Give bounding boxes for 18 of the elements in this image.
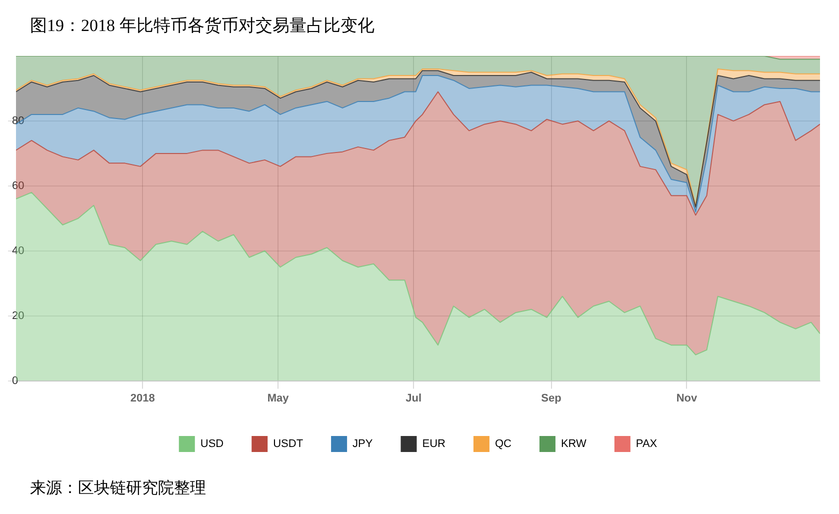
legend-label: PAX — [636, 438, 658, 450]
legend-label: JPY — [352, 438, 374, 450]
chart-title: 图19：2018 年比特币各货币对交易量占比变化 — [30, 15, 374, 37]
y-tick-label: 40 — [12, 244, 24, 257]
legend-label: EUR — [422, 438, 446, 450]
legend-label: QC — [494, 438, 512, 450]
x-tick-label: Sep — [541, 392, 562, 404]
legend-label: USD — [200, 438, 224, 450]
source-note: 来源：区块链研究院整理 — [30, 478, 206, 499]
x-tick-label: 2018 — [130, 392, 155, 404]
x-tick-label: Jul — [406, 392, 422, 404]
y-tick-label: 60 — [12, 180, 24, 192]
x-tick-label: May — [267, 392, 290, 404]
x-tick-label: Nov — [676, 392, 698, 404]
y-tick-label: 0 — [12, 374, 18, 387]
legend-label: USDT — [273, 438, 304, 450]
y-tick-label: 20 — [12, 310, 24, 322]
legend-label: KRW — [560, 438, 588, 450]
